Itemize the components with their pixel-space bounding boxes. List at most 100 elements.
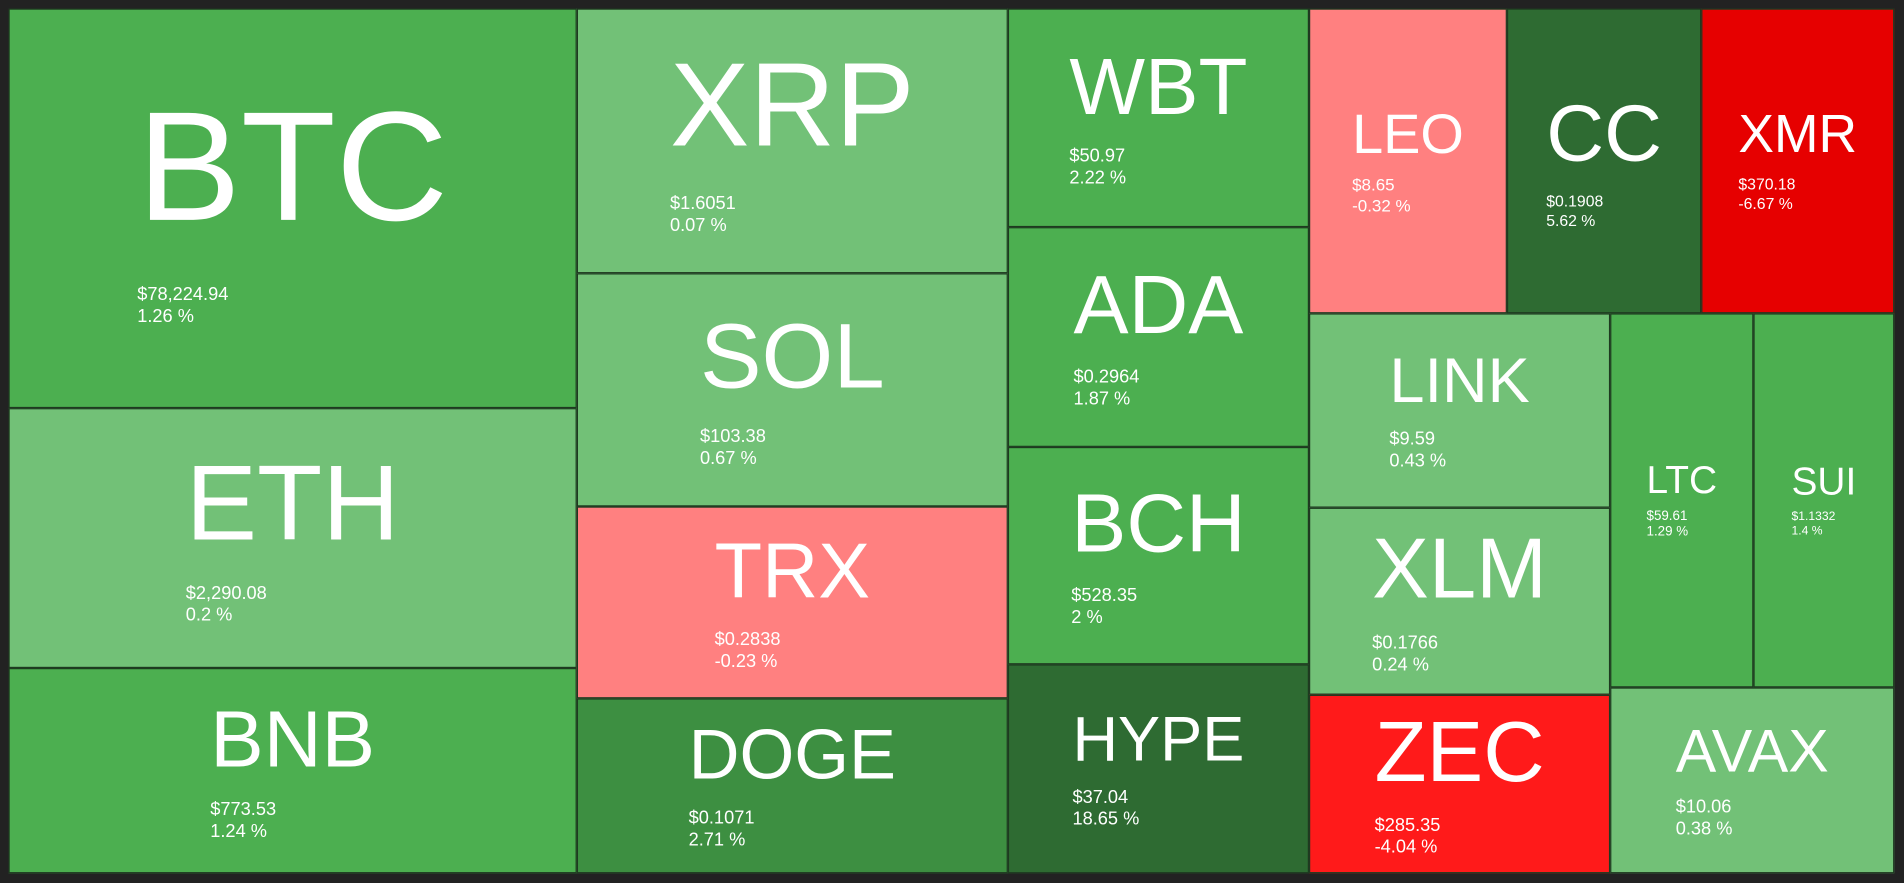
tile-content: SOL $103.38 0.67 % (700, 310, 885, 469)
tile[interactable]: ZEC $285.35 -4.04 % (1309, 694, 1611, 874)
symbol: AVAX (1675, 716, 1829, 785)
price: $285.35 (1374, 815, 1441, 836)
tile-content: BTC $78,224.94 1.26 % (137, 89, 448, 327)
symbol: ZEC (1374, 704, 1545, 799)
tile[interactable]: BTC $78,224.94 1.26 % (8, 8, 577, 409)
change: 1.24 % (210, 820, 267, 842)
change: 2.22 % (1069, 167, 1127, 189)
price: $0.1766 (1372, 632, 1439, 654)
symbol: SUI (1791, 459, 1857, 503)
symbol: DOGE (688, 715, 897, 795)
tile[interactable]: BCH $528.35 2 % (1007, 446, 1310, 665)
symbol: XLM (1372, 521, 1547, 617)
tile[interactable]: AVAX $10.06 0.38 % (1610, 687, 1895, 874)
tile-content: ADA $0.2964 1.87 % (1074, 264, 1244, 411)
tile-content: XRP $1.6051 0.07 % (670, 45, 915, 238)
tile-content: LEO $8.65 -0.32 % (1352, 106, 1464, 217)
symbol: BCH (1071, 477, 1246, 570)
change: 0.2 % (185, 604, 233, 626)
symbol: HYPE (1072, 703, 1245, 775)
tile[interactable]: TRX $0.2838 -0.23 % (576, 506, 1008, 699)
change: 1.4 % (1791, 524, 1823, 539)
price: $1.6051 (669, 193, 736, 215)
change: 0.38 % (1675, 818, 1733, 839)
tile[interactable]: DOGE $0.1071 2.71 % (576, 698, 1008, 874)
symbol: ETH (185, 442, 400, 563)
tile-content: HYPE $37.04 18.65 % (1072, 707, 1244, 830)
change: -0.32 % (1352, 195, 1411, 216)
symbol: LINK (1389, 345, 1530, 416)
tile[interactable]: WBT $50.97 2.22 % (1007, 8, 1310, 228)
change: 1.29 % (1646, 524, 1689, 540)
symbol: SOL (699, 304, 885, 408)
tile-content: AVAX $10.06 0.38 % (1676, 721, 1829, 841)
change: 0.24 % (1372, 654, 1429, 676)
price: $9.59 (1389, 428, 1435, 449)
change: 2 % (1071, 607, 1103, 628)
price: $0.2964 (1073, 366, 1140, 388)
symbol: BTC (137, 79, 449, 254)
tile-content: LINK $9.59 0.43 % (1389, 349, 1529, 472)
price: $773.53 (210, 798, 277, 820)
change: 5.62 % (1546, 211, 1596, 230)
price: $370.18 (1738, 175, 1796, 194)
price: $78,224.94 (137, 283, 229, 305)
price: $37.04 (1072, 786, 1129, 808)
change: 0.07 % (669, 215, 727, 236)
price: $10.06 (1675, 796, 1732, 818)
price: $2,290.08 (185, 582, 267, 604)
tile-content: CC $0.1908 5.62 % (1546, 92, 1662, 230)
symbol: WBT (1069, 40, 1248, 131)
price: $1.1332 (1791, 510, 1836, 524)
tile-content: XLM $0.1766 0.24 % (1372, 526, 1547, 676)
tile-content: ETH $2,290.08 0.2 % (186, 449, 400, 626)
change: 2.71 % (688, 829, 746, 851)
symbol: TRX (714, 527, 871, 615)
tile[interactable]: LTC $59.61 1.29 % (1610, 313, 1754, 688)
symbol: LEO (1352, 101, 1464, 166)
tile[interactable]: HYPE $37.04 18.65 % (1007, 664, 1310, 874)
change: -4.04 % (1374, 837, 1438, 858)
price: $50.97 (1069, 146, 1126, 167)
change: 0.67 % (699, 447, 757, 469)
tile[interactable]: LINK $9.59 0.43 % (1309, 313, 1611, 508)
tile-content: SUI $1.1332 1.4 % (1791, 462, 1856, 540)
symbol: BNB (210, 693, 376, 784)
symbol: ADA (1073, 258, 1244, 352)
symbol: XMR (1738, 104, 1858, 165)
symbol: CC (1546, 87, 1662, 177)
tile[interactable]: ETH $2,290.08 0.2 % (8, 408, 577, 669)
change: -0.23 % (714, 651, 778, 672)
change: 1.87 % (1073, 388, 1131, 410)
price: $59.61 (1646, 508, 1688, 524)
price: $0.1071 (688, 807, 755, 829)
tile-content: WBT $50.97 2.22 % (1069, 46, 1247, 190)
symbol: XRP (669, 37, 915, 171)
change: 1.26 % (137, 305, 194, 327)
tile-content: XMR $370.18 -6.67 % (1738, 104, 1858, 214)
tile-content: LTC $59.61 1.29 % (1647, 460, 1718, 541)
tile[interactable]: XLM $0.1766 0.24 % (1309, 507, 1611, 695)
price: $103.38 (699, 425, 766, 447)
symbol: LTC (1646, 457, 1718, 502)
price: $528.35 (1071, 585, 1138, 607)
price: $0.2838 (714, 629, 781, 650)
tile[interactable]: LEO $8.65 -0.32 % (1309, 8, 1507, 314)
price: $8.65 (1352, 175, 1395, 195)
tile-content: TRX $0.2838 -0.23 % (715, 532, 870, 673)
tile[interactable]: XMR $370.18 -6.67 % (1701, 8, 1895, 314)
tile-content: BCH $528.35 2 % (1071, 482, 1245, 629)
tile[interactable]: SOL $103.38 0.67 % (576, 273, 1008, 507)
change: 18.65 % (1072, 808, 1140, 829)
price: $0.1908 (1546, 192, 1604, 211)
change: -6.67 % (1738, 194, 1793, 213)
tile[interactable]: BNB $773.53 1.24 % (8, 668, 577, 874)
tile[interactable]: ADA $0.2964 1.87 % (1007, 227, 1310, 447)
tile-content: DOGE $0.1071 2.71 % (688, 715, 897, 852)
tile-content: BNB $773.53 1.24 % (210, 699, 375, 843)
tile[interactable]: XRP $1.6051 0.07 % (576, 8, 1008, 274)
change: 0.43 % (1389, 450, 1447, 471)
tile[interactable]: SUI $1.1332 1.4 % (1753, 313, 1895, 688)
tile[interactable]: CC $0.1908 5.62 % (1506, 8, 1702, 314)
